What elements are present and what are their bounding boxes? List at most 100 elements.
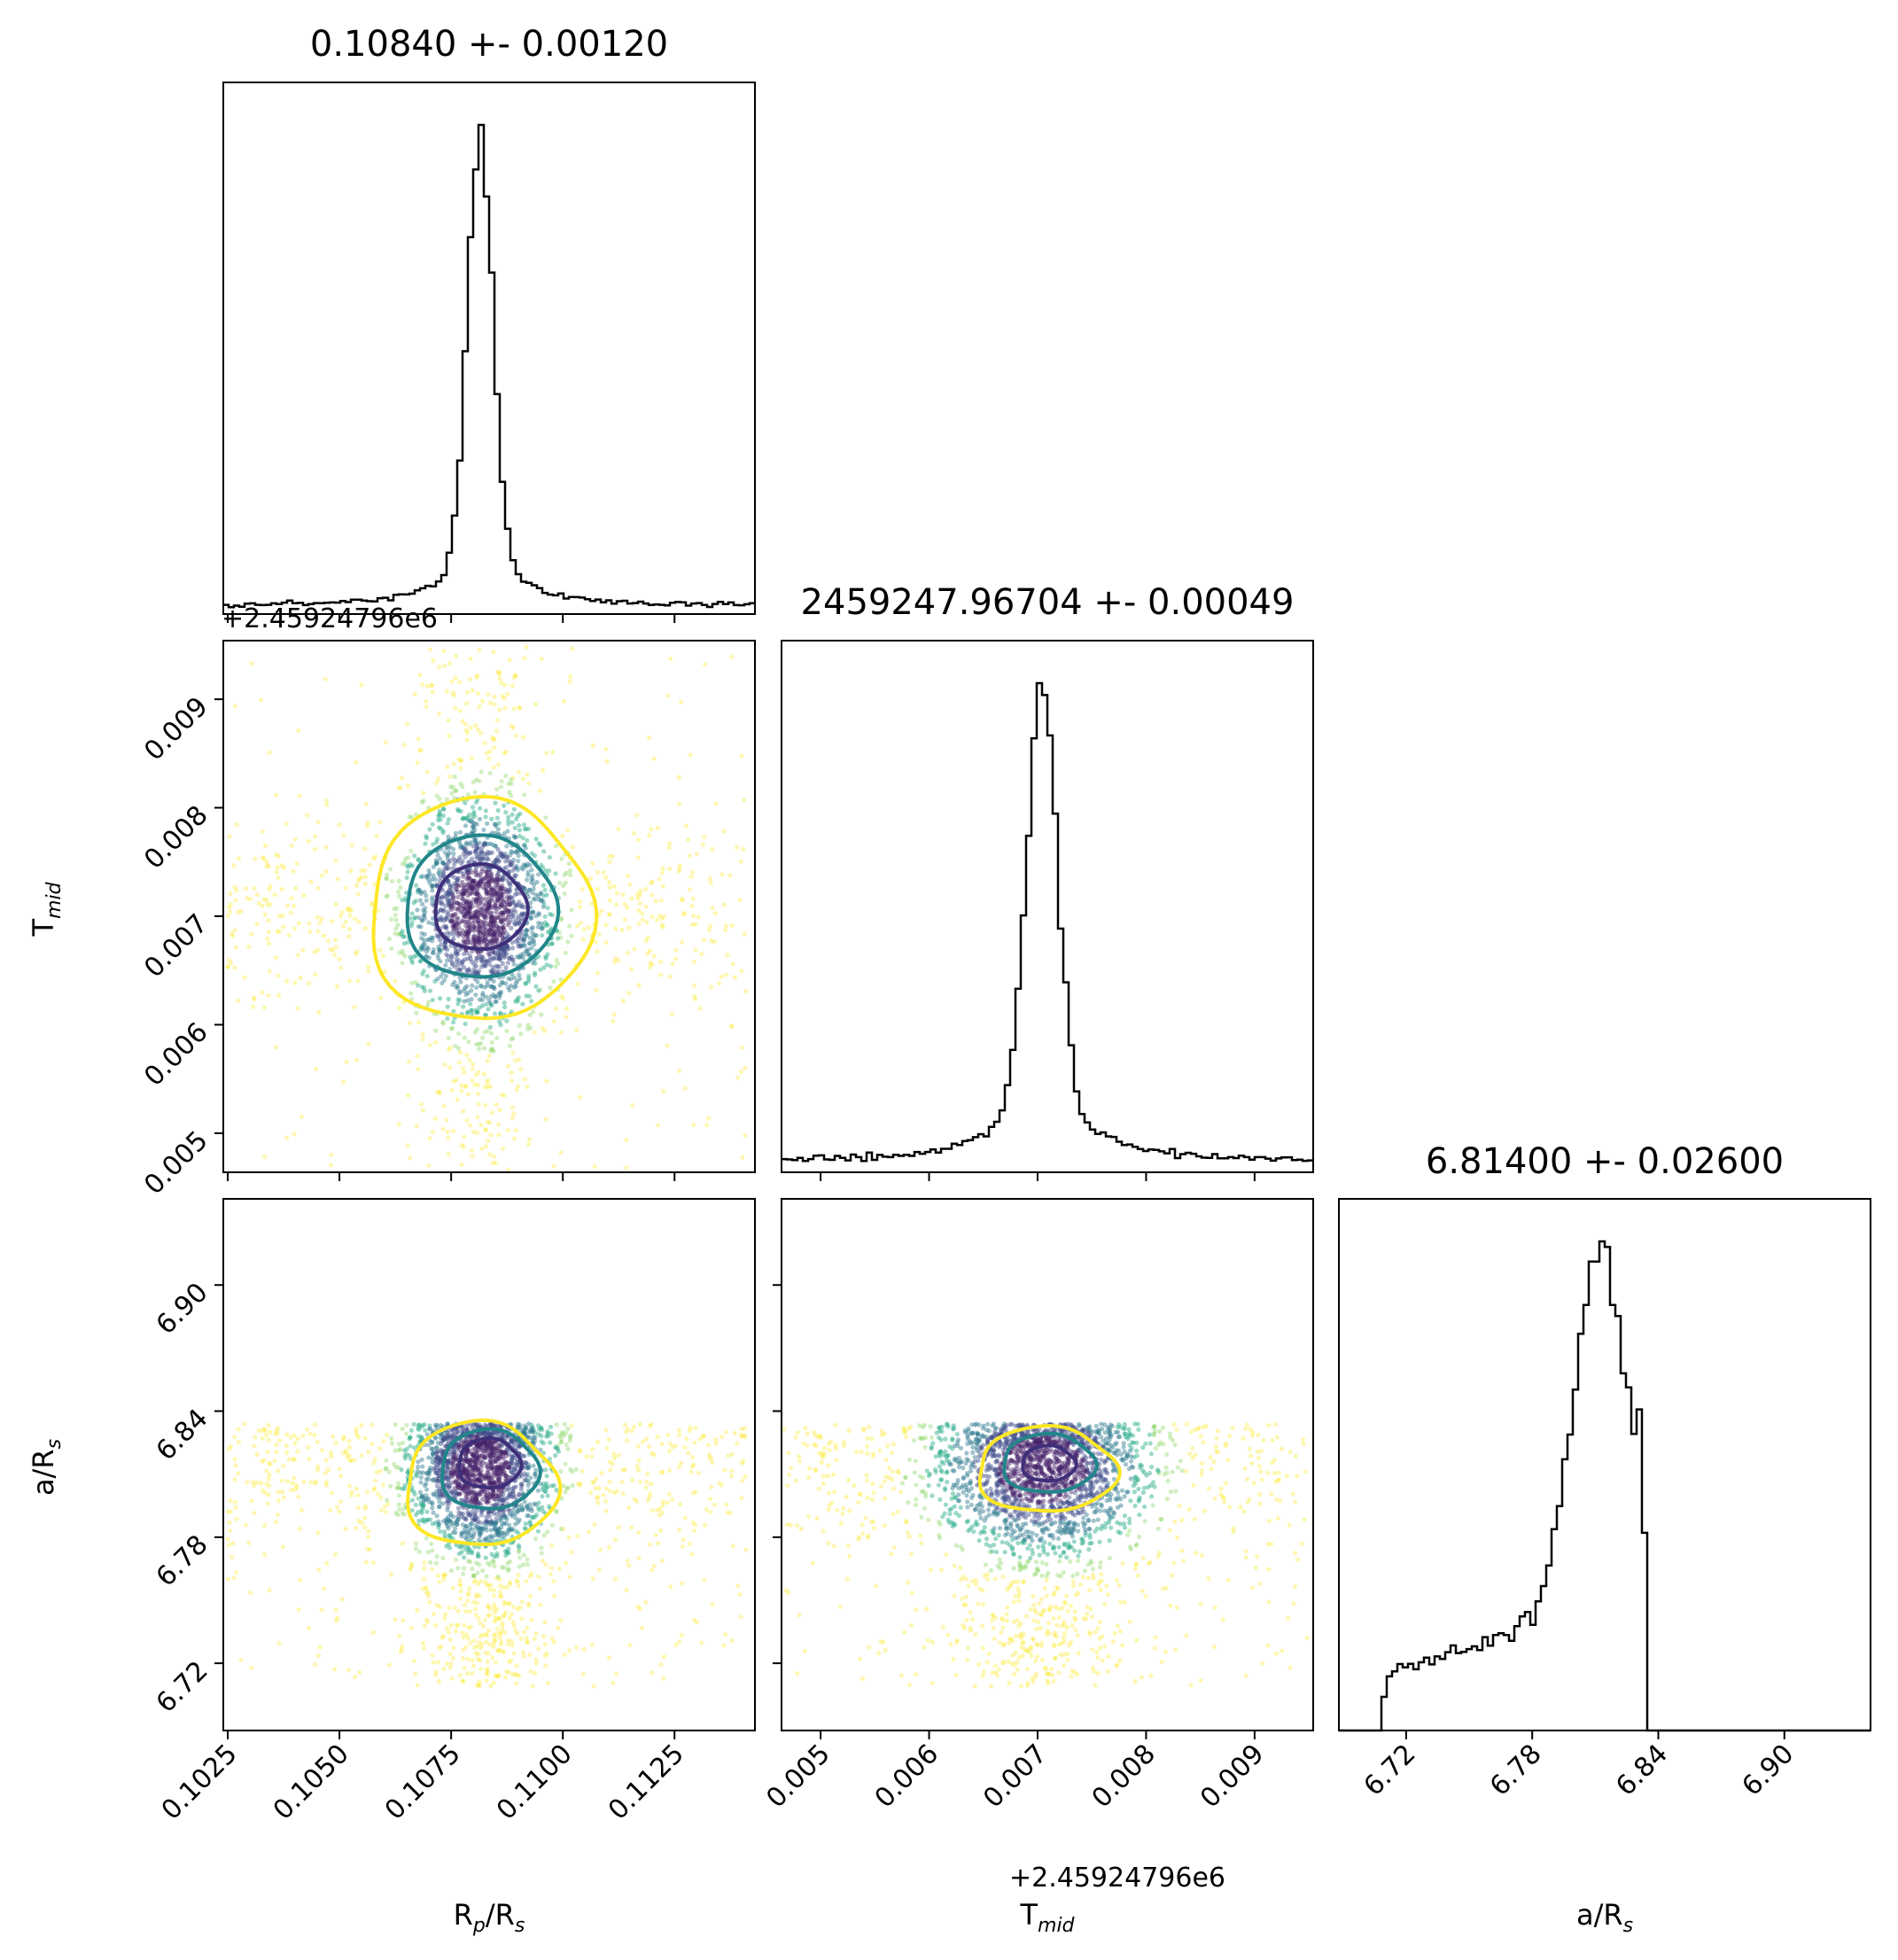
sample-point: [543, 956, 548, 961]
sample-point: [478, 925, 484, 930]
sample-point: [682, 910, 688, 916]
sample-point: [667, 974, 673, 979]
sample-point: [231, 863, 237, 868]
sample-point: [484, 915, 489, 921]
sample-point: [478, 983, 484, 988]
sample-point: [286, 932, 292, 938]
sample-point: [421, 985, 427, 991]
sample-point: [232, 928, 237, 933]
sample-point: [447, 931, 453, 937]
sample-point: [458, 979, 463, 984]
sample-point: [463, 1523, 469, 1528]
sample-point: [478, 857, 483, 862]
sample-point: [472, 828, 478, 833]
sample-point: [533, 1630, 539, 1637]
sample-point: [420, 901, 425, 907]
sample-point: [288, 1435, 293, 1440]
sample-point: [506, 909, 511, 914]
sample-point: [415, 1468, 420, 1474]
sample-point: [354, 1486, 360, 1491]
sample-point: [479, 920, 485, 925]
sample-point: [366, 1534, 371, 1540]
sample-point: [440, 1019, 446, 1024]
sample-point: [486, 922, 492, 928]
sample-point: [426, 1163, 432, 1168]
sample-point: [592, 1163, 597, 1170]
histogram-rp-rs-frame: [222, 82, 756, 615]
sample-point: [494, 936, 499, 941]
sample-point: [525, 891, 530, 897]
sample-point: [315, 1530, 321, 1536]
sample-point: [467, 929, 472, 934]
sample-point: [378, 995, 384, 1000]
sample-point: [561, 996, 566, 1001]
sample-point: [421, 1566, 427, 1571]
sample-point: [486, 899, 491, 905]
sample-point: [722, 1467, 727, 1473]
sample-point: [356, 1518, 362, 1524]
sample-point: [506, 912, 511, 917]
sample-point: [530, 877, 535, 883]
sample-point: [490, 1046, 495, 1052]
sample-point: [677, 801, 682, 807]
sample-point: [488, 927, 494, 932]
sample-point: [539, 898, 544, 904]
sample-point: [489, 937, 494, 943]
sample-point: [455, 920, 461, 926]
sample-point: [517, 1057, 522, 1062]
sample-point: [520, 836, 526, 841]
sample-point: [386, 1662, 392, 1668]
sample-point: [706, 1443, 712, 1448]
sample-point: [527, 936, 533, 941]
y-tick-label: 0.006: [138, 1016, 214, 1092]
sample-point: [589, 1642, 595, 1647]
sample-point: [458, 909, 464, 915]
sample-point: [402, 859, 408, 865]
sample-point: [484, 994, 489, 999]
sample-point: [396, 1493, 402, 1498]
sample-point: [412, 691, 417, 697]
sample-point: [440, 908, 446, 914]
sample-point: [581, 927, 587, 932]
sample-point: [455, 900, 461, 906]
sample-point: [484, 1536, 489, 1541]
sample-point: [460, 844, 465, 850]
sample-point: [644, 920, 650, 925]
sample-point: [492, 968, 497, 974]
sample-point: [529, 875, 534, 881]
sample-point: [540, 926, 545, 931]
sample-point: [712, 1502, 718, 1507]
sample-point: [545, 952, 550, 957]
sample-point: [312, 834, 318, 839]
sample-point: [476, 898, 481, 903]
sample-point: [512, 1058, 518, 1063]
sample-point: [262, 843, 268, 848]
sample-point: [473, 897, 479, 903]
sample-point: [475, 918, 481, 924]
sample-point: [284, 1443, 290, 1449]
sample-point: [447, 1651, 453, 1657]
sample-point: [385, 876, 390, 882]
sample-point: [445, 1129, 450, 1135]
sample-point: [422, 1422, 427, 1427]
sample-point: [476, 1101, 481, 1107]
sample-point: [486, 931, 493, 937]
sample-point: [514, 864, 519, 869]
sample-point: [517, 944, 523, 949]
sample-point: [521, 862, 526, 867]
sample-point: [477, 911, 482, 916]
sample-point: [416, 1459, 421, 1465]
sample-point: [262, 912, 268, 917]
sample-point: [630, 1477, 635, 1483]
sample-point: [463, 906, 468, 911]
sample-point: [460, 816, 465, 821]
sample-point: [447, 733, 452, 739]
sample-point: [456, 840, 463, 845]
sample-point: [419, 1101, 424, 1107]
sample-point: [284, 1432, 290, 1437]
sample-point: [438, 856, 443, 861]
sample-point: [413, 1671, 418, 1676]
sample-point: [522, 1077, 527, 1082]
sample-point: [495, 1673, 501, 1679]
sample-point: [525, 1625, 530, 1630]
